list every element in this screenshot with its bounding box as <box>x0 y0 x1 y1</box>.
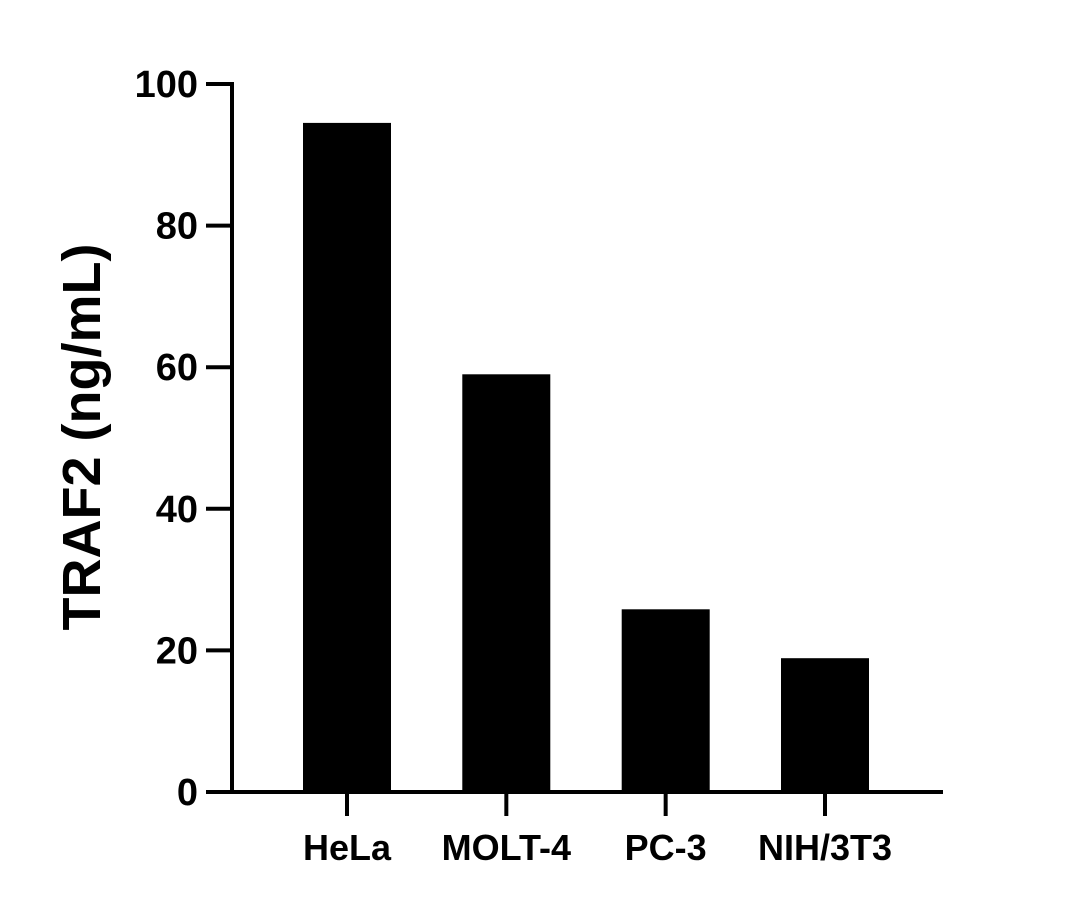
y-axis: 0 20 40 60 80 100 <box>135 64 234 814</box>
y-tick-label: 100 <box>135 64 198 106</box>
y-tick-label: 0 <box>177 772 198 814</box>
y-tick-label: 80 <box>156 206 198 248</box>
y-tick-label: 60 <box>156 347 198 389</box>
bar-pc-3 <box>621 609 710 792</box>
bar-hela <box>303 122 391 792</box>
bars-group <box>303 122 869 792</box>
bar-molt-4 <box>462 374 551 792</box>
x-tick-label-molt-4: MOLT-4 <box>442 827 571 868</box>
y-tick-label: 20 <box>156 630 198 672</box>
y-axis-title: TRAF2 (ng/mL) <box>52 244 112 631</box>
x-tick-label-pc-3: PC-3 <box>625 827 707 868</box>
y-tick-label: 40 <box>156 489 198 531</box>
x-axis: HeLa MOLT-4 PC-3 NIH/3T3 <box>230 790 943 868</box>
bar-nih-3t3 <box>781 658 869 792</box>
x-tick-label-nih-3t3: NIH/3T3 <box>758 827 892 868</box>
x-tick-label-hela: HeLa <box>303 827 392 868</box>
